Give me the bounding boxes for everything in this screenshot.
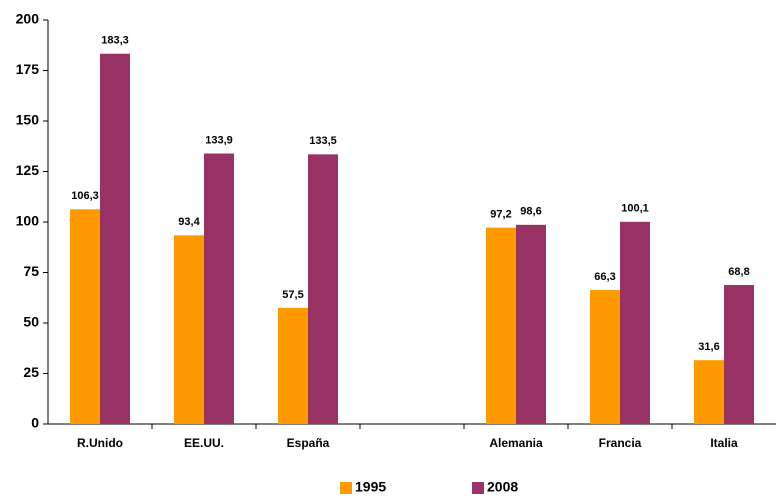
value-label: 183,3 bbox=[101, 35, 129, 47]
value-label: 100,1 bbox=[621, 203, 649, 215]
value-label: 68,8 bbox=[728, 266, 749, 278]
value-label: 66,3 bbox=[594, 271, 615, 283]
value-label: 133,5 bbox=[309, 135, 337, 147]
y-tick-label: 125 bbox=[16, 162, 40, 178]
legend-swatch bbox=[340, 482, 352, 494]
y-tick-label: 150 bbox=[16, 112, 40, 128]
bar bbox=[204, 153, 234, 424]
x-tick-label: España bbox=[287, 436, 330, 450]
y-tick-label: 25 bbox=[23, 364, 39, 380]
value-label: 93,4 bbox=[178, 216, 200, 228]
value-label: 133,9 bbox=[205, 134, 233, 146]
value-label: 57,5 bbox=[282, 289, 303, 301]
y-tick-label: 175 bbox=[16, 61, 40, 77]
y-tick-label: 75 bbox=[23, 263, 39, 279]
value-label: 98,6 bbox=[520, 206, 541, 218]
y-tick-label: 0 bbox=[31, 415, 39, 431]
x-tick-label: Francia bbox=[599, 436, 642, 450]
y-tick-label: 50 bbox=[23, 314, 39, 330]
legend-label: 1995 bbox=[355, 479, 386, 495]
bar bbox=[486, 227, 516, 424]
x-tick-label: Alemania bbox=[489, 436, 543, 450]
value-label: 106,3 bbox=[71, 190, 99, 202]
bar bbox=[100, 53, 130, 424]
bar bbox=[620, 221, 650, 424]
bar bbox=[724, 285, 754, 424]
bar bbox=[278, 307, 308, 424]
y-tick-label: 100 bbox=[16, 213, 40, 229]
x-tick-label: R.Unido bbox=[77, 436, 123, 450]
value-label: 31,6 bbox=[698, 341, 719, 353]
bar bbox=[516, 224, 546, 424]
bar bbox=[308, 154, 338, 424]
legend-swatch bbox=[472, 482, 484, 494]
x-tick-label: Italia bbox=[710, 436, 738, 450]
x-tick-label: EE.UU. bbox=[184, 436, 224, 450]
legend-label: 2008 bbox=[487, 479, 518, 495]
bar bbox=[70, 209, 100, 424]
bar bbox=[590, 290, 620, 424]
bar bbox=[694, 360, 724, 424]
y-tick-label: 200 bbox=[16, 11, 40, 27]
value-label: 97,2 bbox=[490, 209, 511, 221]
bar bbox=[174, 235, 204, 424]
